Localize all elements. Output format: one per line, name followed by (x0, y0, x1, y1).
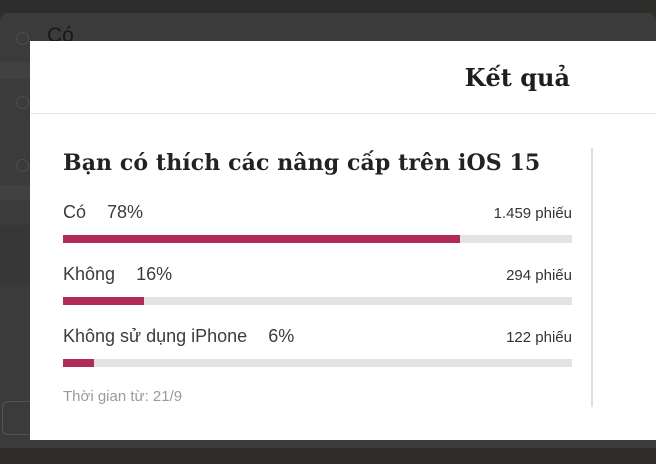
radio-button-icon (16, 96, 29, 109)
result-row-header: Không 16% 294 phiếu (63, 264, 572, 285)
modal-body: Bạn có thích các nâng cấp trên iOS 15 Có… (30, 114, 656, 405)
result-label-group: Có 78% (63, 202, 143, 223)
vote-count: 294 phiếu (506, 267, 572, 284)
option-label: Không (63, 264, 116, 284)
option-percent: 6% (268, 326, 295, 346)
vertical-divider (591, 148, 593, 407)
poll-result-row: Không 16% 294 phiếu (63, 264, 572, 305)
poll-results-modal: Kết quả Bạn có thích các nâng cấp trên i… (30, 41, 656, 440)
option-percent: 78% (107, 202, 144, 222)
progress-bar-track (63, 297, 572, 305)
result-label-group: Không 16% (63, 264, 172, 285)
progress-bar-fill (63, 235, 461, 243)
result-label-group: Không sử dụng iPhone 6% (63, 326, 294, 347)
radio-button-icon (16, 159, 29, 172)
option-percent: 16% (136, 264, 173, 284)
modal-header: Kết quả (30, 41, 656, 114)
progress-bar-fill (63, 297, 145, 305)
progress-bar-track (63, 359, 572, 367)
radio-button-icon (16, 32, 29, 45)
result-row-header: Có 78% 1.459 phiếu (63, 202, 572, 223)
poll-time-note: Thời gian từ: 21/9 (63, 388, 183, 405)
progress-bar-fill (63, 359, 94, 367)
poll-result-row: Có 78% 1.459 phiếu (63, 202, 572, 243)
option-label: Không sử dụng iPhone (63, 326, 248, 346)
poll-question: Bạn có thích các nâng cấp trên iOS 15 (63, 150, 541, 176)
result-row-header: Không sử dụng iPhone 6% 122 phiếu (63, 326, 572, 347)
progress-bar-track (63, 235, 572, 243)
vote-count: 1.459 phiếu (493, 205, 572, 222)
modal-title: Kết quả (464, 62, 570, 92)
option-label: Có (63, 202, 87, 222)
vote-count: 122 phiếu (506, 329, 572, 346)
poll-result-row: Không sử dụng iPhone 6% 122 phiếu (63, 326, 572, 367)
